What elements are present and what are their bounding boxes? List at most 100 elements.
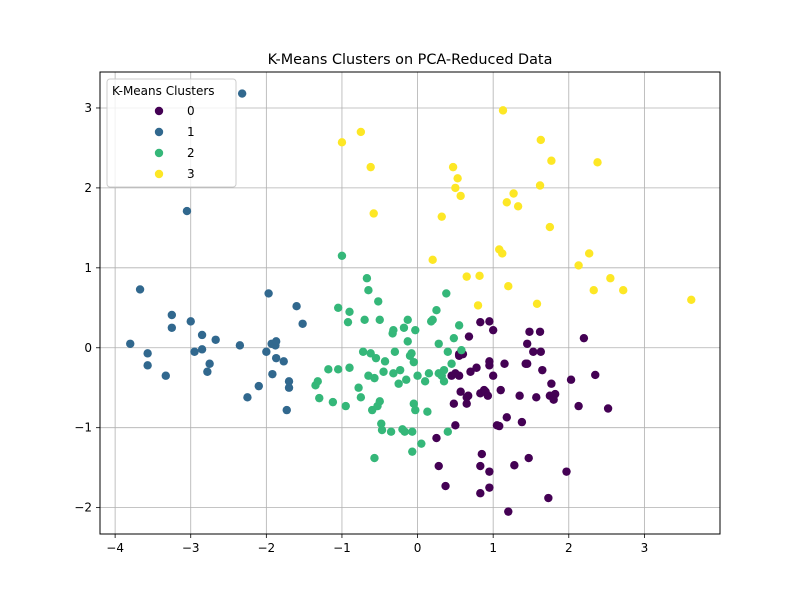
data-point-cluster-0: [483, 391, 493, 400]
axes-frame: [99, 71, 721, 535]
x-tick-label: −4: [106, 541, 124, 555]
data-point-cluster-2: [409, 357, 418, 367]
x-tick-label: 1: [489, 541, 497, 555]
data-point-cluster-3: [532, 299, 542, 308]
data-point-cluster-3: [366, 162, 375, 172]
data-point-cluster-1: [235, 341, 245, 350]
legend-marker-0: [154, 106, 164, 116]
data-point-cluster-1: [298, 319, 307, 328]
data-point-cluster-1: [268, 369, 277, 379]
data-point-cluster-1: [186, 317, 195, 326]
data-point-cluster-0: [517, 417, 527, 427]
data-point-cluster-2: [364, 286, 373, 295]
data-point-cluster-0: [547, 379, 556, 388]
data-point-cluster-0: [603, 404, 613, 413]
data-point-cluster-2: [333, 365, 343, 374]
data-point-cluster-1: [254, 381, 263, 391]
y-tick-label: −1: [74, 421, 92, 435]
data-point-cluster-0: [485, 467, 494, 476]
data-point-cluster-0: [485, 483, 494, 492]
data-point-cluster-2: [371, 353, 381, 363]
data-point-cluster-0: [488, 371, 498, 380]
data-point-cluster-2: [434, 339, 443, 348]
data-point-cluster-3: [428, 255, 437, 265]
data-point-cluster-3: [536, 135, 546, 145]
data-point-cluster-2: [370, 373, 379, 383]
data-point-cluster-2: [403, 337, 412, 346]
data-point-cluster-0: [524, 453, 533, 463]
data-point-cluster-1: [126, 339, 135, 348]
legend-title: K-Means Clusters: [112, 84, 215, 98]
data-point-cluster-1: [243, 393, 252, 402]
data-point-cluster-0: [529, 347, 538, 356]
legend: K-Means Clusters 0 1 2 3: [106, 78, 237, 188]
data-point-cluster-3: [589, 286, 598, 295]
data-point-cluster-0: [434, 461, 443, 471]
data-point-cluster-1: [197, 330, 207, 340]
data-point-cluster-0: [456, 387, 465, 396]
data-point-cluster-3: [504, 282, 513, 291]
legend-marker-2: [154, 148, 164, 158]
data-point-cluster-2: [454, 321, 464, 330]
data-point-cluster-0: [515, 391, 524, 400]
data-point-cluster-2: [386, 427, 396, 436]
data-point-cluster-2: [413, 371, 422, 380]
data-point-cluster-3: [475, 271, 484, 281]
data-point-cluster-0: [476, 489, 485, 498]
data-point-cluster-0: [504, 507, 513, 516]
data-point-cluster-0: [496, 385, 505, 395]
x-tick-label: 3: [641, 541, 649, 555]
data-point-cluster-2: [389, 369, 398, 378]
data-point-cluster-0: [579, 333, 589, 343]
data-point-cluster-0: [500, 359, 509, 368]
data-point-cluster-0: [476, 317, 485, 327]
data-points: [126, 89, 696, 516]
data-point-cluster-0: [472, 363, 481, 372]
data-point-cluster-0: [451, 421, 460, 430]
data-point-cluster-2: [358, 347, 368, 356]
y-tick-label: 0: [84, 341, 92, 355]
data-point-cluster-1: [203, 367, 212, 376]
data-point-cluster-0: [562, 467, 571, 476]
data-point-cluster-2: [345, 363, 354, 372]
legend-marker-1: [154, 127, 164, 137]
data-point-cluster-0: [462, 399, 471, 408]
data-point-cluster-0: [466, 367, 475, 376]
data-point-cluster-2: [379, 367, 388, 376]
data-point-cluster-2: [424, 369, 434, 378]
data-point-cluster-3: [498, 249, 507, 258]
data-point-cluster-0: [495, 421, 504, 431]
data-point-cluster-2: [333, 303, 343, 312]
data-point-cluster-0: [477, 449, 487, 459]
data-point-cluster-2: [407, 349, 416, 358]
data-point-cluster-3: [456, 191, 465, 201]
data-point-cluster-0: [462, 393, 471, 402]
data-point-cluster-1: [190, 347, 199, 356]
data-point-cluster-2: [411, 325, 420, 335]
data-point-cluster-2: [442, 289, 451, 298]
legend-marker-3: [154, 169, 164, 179]
data-point-cluster-2: [395, 365, 405, 375]
data-point-cluster-2: [408, 447, 417, 456]
data-point-cluster-3: [547, 156, 556, 165]
chart-title: K-Means Clusters on PCA-Reduced Data: [268, 52, 553, 68]
data-point-cluster-0: [535, 327, 545, 336]
data-point-cluster-0: [510, 461, 519, 470]
data-point-cluster-2: [411, 405, 420, 415]
data-point-cluster-3: [619, 286, 628, 295]
data-point-cluster-3: [535, 181, 545, 190]
data-point-cluster-1: [211, 335, 220, 344]
data-point-cluster-1: [182, 206, 192, 216]
data-point-cluster-0: [432, 433, 441, 443]
data-point-cluster-3: [502, 198, 511, 207]
y-tick-label: 1: [84, 261, 92, 275]
y-tick-label: 3: [84, 101, 92, 115]
data-point-cluster-3: [453, 174, 462, 183]
data-point-cluster-2: [324, 365, 333, 374]
data-point-cluster-1: [271, 353, 281, 363]
data-point-cluster-2: [394, 379, 403, 388]
data-point-cluster-1: [135, 285, 145, 294]
data-point-cluster-2: [360, 315, 369, 324]
data-point-cluster-2: [377, 425, 387, 435]
